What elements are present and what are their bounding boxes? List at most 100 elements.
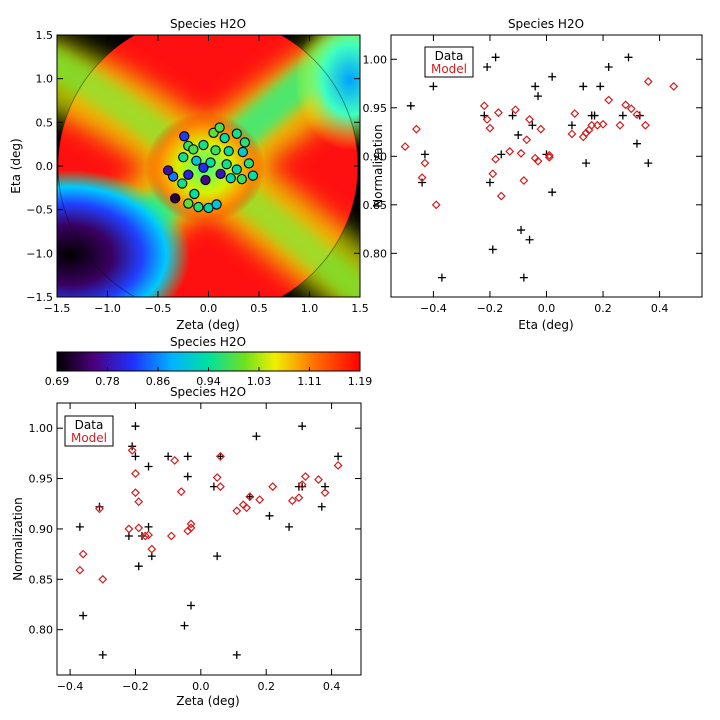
zeta-data-point <box>131 422 140 431</box>
eta-data-point <box>632 139 641 148</box>
eta-data-point <box>534 92 543 101</box>
zeta-xtick-label: 0.0 <box>192 680 210 693</box>
eta-model-point <box>400 142 410 152</box>
zeta-model-point <box>166 531 176 541</box>
eta-xtick-label: −0.4 <box>420 302 447 315</box>
eta-data-point <box>491 53 500 62</box>
zeta-legend-box <box>64 415 114 447</box>
zeta-xlabel: Zeta (deg) <box>176 694 239 708</box>
eta-ytick-label: 1.00 <box>363 53 388 66</box>
eta-model-point <box>417 173 427 183</box>
zeta-model-point <box>186 523 196 533</box>
zeta-xtick-label: −0.4 <box>57 680 84 693</box>
map-xtick-label: 1.0 <box>301 302 319 315</box>
eta-model-point <box>485 123 495 133</box>
zeta-model-point <box>78 549 88 559</box>
eta-xtick-label: −0.2 <box>477 302 504 315</box>
eta-xlabel: Eta (deg) <box>518 318 573 332</box>
map-point <box>205 157 216 168</box>
eta-data-point <box>548 72 557 81</box>
eta-data-point <box>604 63 613 72</box>
zeta-model-point <box>287 496 297 506</box>
zeta-data-point <box>164 452 173 461</box>
eta-model-point <box>411 124 421 134</box>
eta-model-point <box>581 128 591 138</box>
map-xtick-label: 0.0 <box>200 302 218 315</box>
eta-axes: −0.4 −0.2 0.0 0.2 0.4 0.80 0.85 0.90 0.95 1.00 <box>363 35 702 315</box>
eta-model-point <box>641 120 650 130</box>
zeta-model-point <box>131 488 140 498</box>
map-ytick-label: −0.5 <box>26 204 53 217</box>
eta-data-point <box>406 101 415 110</box>
eta-model-point <box>621 100 631 110</box>
eta-model-point <box>420 158 430 168</box>
zeta-data-point <box>183 472 192 481</box>
eta-model-point <box>522 135 532 145</box>
zeta-model-point <box>294 493 304 503</box>
zeta-model-point <box>314 475 323 485</box>
eta-data-point <box>514 130 523 139</box>
map-point <box>188 144 199 155</box>
eta-data-point <box>497 150 506 159</box>
map-point <box>193 201 204 213</box>
zeta-model-point <box>215 482 225 492</box>
eta-frame <box>390 34 703 298</box>
eta-data-point <box>528 121 537 130</box>
map-ytick-label: 1.5 <box>36 29 54 42</box>
zeta-model-point <box>297 480 307 490</box>
map-point <box>179 131 190 142</box>
eta-data-point <box>483 63 492 72</box>
map-xtick-label: 0.5 <box>250 302 268 315</box>
zeta-data-point <box>245 492 254 501</box>
colorbar-tick-label: 0.86 <box>146 375 171 388</box>
map-point <box>237 146 248 158</box>
colorbar-tick-label: 1.19 <box>348 375 373 388</box>
map-point <box>223 146 234 157</box>
map-point <box>177 178 188 189</box>
zeta-frame <box>56 402 362 676</box>
eta-model-point <box>488 169 498 179</box>
map-ytick-label: −1.5 <box>26 291 53 304</box>
zeta-axes: −0.4 −0.2 0.0 0.2 0.4 0.80 0.85 0.90 0.95 1.00 <box>29 403 361 693</box>
eta-data-point <box>517 226 526 235</box>
eta-data-point <box>548 188 557 197</box>
map-xtick-label: 1.5 <box>351 302 369 315</box>
eta-xtick-label: 0.2 <box>594 302 612 315</box>
zeta-data-point <box>334 452 343 461</box>
zeta-model-point <box>212 473 222 482</box>
colorbar-title: Species H2O <box>170 335 246 349</box>
eta-model-point <box>632 110 642 120</box>
zeta-legend-data: Data <box>75 418 104 432</box>
map-point <box>170 193 181 204</box>
map-field <box>57 35 360 297</box>
map-point <box>215 168 226 180</box>
map-point <box>225 173 236 184</box>
colorbar-tick-label: 0.94 <box>196 375 221 388</box>
eta-data-point <box>590 111 599 120</box>
eta-legend-data: Data <box>435 49 464 63</box>
zeta-model-point <box>268 482 278 492</box>
zeta-ytick-label: 0.90 <box>29 523 54 536</box>
eta-data-point <box>418 178 427 187</box>
zeta-model-point <box>124 524 134 534</box>
zeta-model-point <box>255 495 265 505</box>
colorbar-tick-label: 1.11 <box>297 375 322 388</box>
eta-model-point <box>510 105 520 115</box>
eta-model-point <box>533 156 543 166</box>
eta-model-point <box>491 154 501 164</box>
zeta-model-point <box>131 469 140 478</box>
zeta-model-point <box>176 487 186 497</box>
eta-model-point <box>626 104 636 114</box>
map-point <box>236 173 247 185</box>
zeta-model-point <box>75 565 85 575</box>
map-point <box>247 170 259 181</box>
colorbar-ticks: 0.69 0.78 0.86 0.94 1.03 1.11 1.19 <box>45 367 373 388</box>
zeta-data-point <box>265 511 274 520</box>
eta-model-point <box>516 148 526 158</box>
eta-model-point <box>482 114 492 124</box>
map-ytick-label: 1.0 <box>36 73 54 86</box>
map-point <box>231 128 242 139</box>
eta-model-point <box>519 176 529 186</box>
map-point <box>200 174 211 186</box>
eta-data-point <box>582 159 591 168</box>
